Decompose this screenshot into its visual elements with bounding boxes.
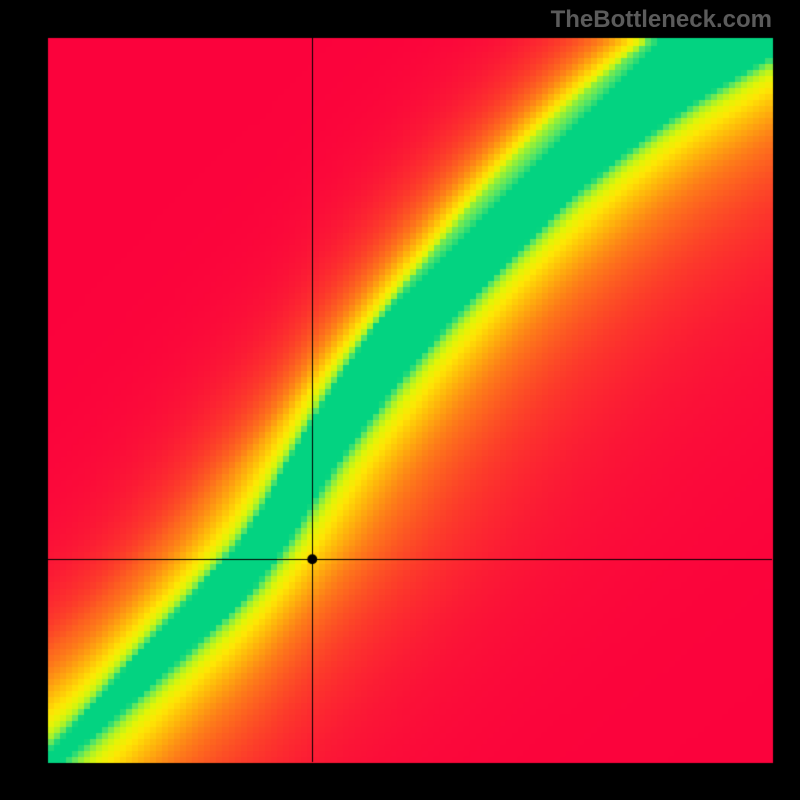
source-watermark: TheBottleneck.com (551, 6, 772, 34)
chart-container: { "type": "heatmap", "source_label": "Th… (0, 0, 800, 800)
bottleneck-heatmap (0, 0, 800, 800)
